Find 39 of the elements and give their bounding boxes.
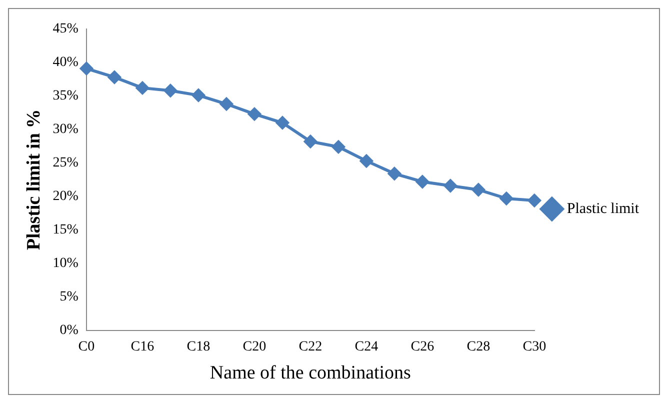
point bbox=[192, 88, 205, 102]
point bbox=[528, 194, 541, 207]
legend-label: Plastic limit bbox=[566, 200, 640, 217]
point bbox=[388, 167, 401, 180]
point bbox=[500, 192, 513, 205]
y-tick-label: 5% bbox=[60, 290, 79, 305]
point bbox=[360, 154, 373, 168]
x-tick-label: C18 bbox=[186, 339, 210, 354]
y-tick-label: 15% bbox=[52, 222, 79, 238]
point bbox=[80, 62, 93, 76]
point bbox=[444, 179, 457, 192]
y-tick-label: 10% bbox=[52, 256, 79, 272]
y-tick-label: 40% bbox=[52, 55, 79, 70]
x-tick-label: C24 bbox=[354, 339, 378, 354]
point bbox=[416, 175, 429, 188]
y-tick-label: 35% bbox=[52, 88, 79, 104]
x-tick-label: C20 bbox=[242, 339, 266, 354]
y-tick-label: 30% bbox=[52, 122, 79, 138]
point bbox=[332, 140, 345, 154]
x-tick-label: C22 bbox=[298, 339, 322, 354]
x-axis-title: Name of the combinations bbox=[210, 362, 411, 384]
x-tick-label: C0 bbox=[78, 339, 95, 354]
point bbox=[248, 108, 261, 121]
point bbox=[108, 70, 121, 84]
point bbox=[304, 135, 317, 148]
point bbox=[136, 81, 149, 94]
x-tick-label: C28 bbox=[466, 339, 490, 354]
point bbox=[164, 84, 177, 98]
y-tick-label: 25% bbox=[52, 156, 79, 171]
x-tick-label: C30 bbox=[522, 339, 546, 354]
y-tick-label: 45% bbox=[52, 22, 79, 37]
y-axis-title: Plastic limit in % bbox=[23, 109, 44, 250]
x-tick-label: C26 bbox=[410, 339, 434, 354]
x-tick-label: C16 bbox=[130, 339, 154, 354]
y-tick-label: 20% bbox=[52, 189, 79, 204]
point bbox=[472, 183, 485, 196]
y-tick-label: 0% bbox=[60, 323, 79, 338]
point bbox=[220, 98, 233, 111]
point bbox=[276, 116, 289, 130]
